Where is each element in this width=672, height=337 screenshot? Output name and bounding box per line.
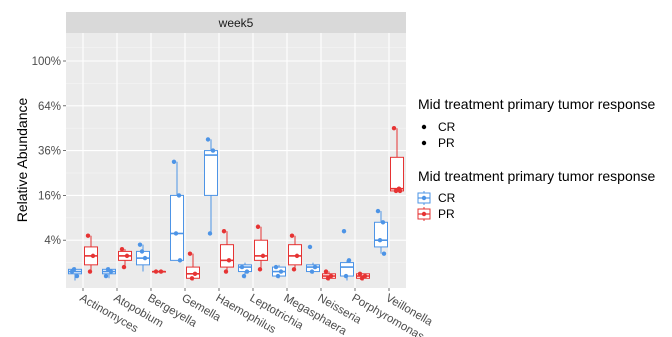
data-point <box>274 265 278 269</box>
legend-shape: Mid treatment primary tumor response CR … <box>418 96 656 150</box>
data-point <box>159 269 163 273</box>
data-point <box>245 269 249 273</box>
data-point <box>394 189 398 193</box>
data-point <box>140 249 144 253</box>
data-point <box>106 267 110 271</box>
data-point <box>190 276 194 280</box>
data-point <box>378 238 382 242</box>
data-point <box>122 265 126 269</box>
legend-shape-dot-cr <box>422 125 426 129</box>
box-body <box>391 157 404 191</box>
data-point <box>342 229 346 233</box>
data-point <box>88 269 92 273</box>
data-point <box>258 267 262 271</box>
data-point <box>358 272 362 276</box>
data-point <box>256 225 260 229</box>
data-point <box>344 274 348 278</box>
y-axis-ticks: 4% 16% 36% 64% 100% <box>32 56 66 247</box>
legend-shape-dot-pr <box>422 141 426 145</box>
data-point <box>326 276 330 280</box>
data-point <box>138 242 142 246</box>
data-point <box>174 231 178 235</box>
y-axis-title: Relative Abundance <box>14 98 30 223</box>
box-body <box>171 195 184 260</box>
legend-shape-label-cr: CR <box>438 120 456 134</box>
data-point <box>75 274 79 278</box>
data-point <box>86 234 90 238</box>
legend-title-shape: Mid treatment primary tumor response <box>418 96 656 112</box>
data-point <box>206 137 210 141</box>
data-point <box>227 258 231 262</box>
data-point <box>178 258 182 262</box>
data-point <box>313 265 317 269</box>
data-point <box>242 274 246 278</box>
data-point <box>360 276 364 280</box>
data-point <box>279 269 283 273</box>
data-point <box>104 274 108 278</box>
data-point <box>154 269 158 273</box>
legend-color: Mid treatment primary tumor response CR … <box>418 168 656 221</box>
legend-shape-label-pr: PR <box>438 136 455 150</box>
data-point <box>125 254 129 258</box>
data-point <box>224 269 228 273</box>
data-point <box>240 265 244 269</box>
data-point <box>72 267 76 271</box>
data-point <box>290 234 294 238</box>
data-point <box>295 254 299 258</box>
data-point <box>222 229 226 233</box>
box-body <box>255 240 268 260</box>
data-point <box>392 126 396 130</box>
data-point <box>211 148 215 152</box>
data-point <box>261 254 265 258</box>
y-tick-label: 100% <box>32 56 61 68</box>
y-tick-label: 36% <box>38 146 61 158</box>
y-tick-label: 4% <box>44 235 61 247</box>
box-body <box>221 245 234 267</box>
data-point <box>347 258 351 262</box>
data-point <box>188 251 192 255</box>
data-point <box>120 247 124 251</box>
box-body <box>375 222 388 247</box>
data-point <box>310 269 314 273</box>
data-point <box>208 231 212 235</box>
data-point <box>177 193 181 197</box>
box-body <box>289 245 302 265</box>
data-point <box>324 269 328 273</box>
y-tick-label: 16% <box>38 190 61 202</box>
data-point <box>193 272 197 276</box>
box-body <box>205 151 218 196</box>
legend-color-label-cr: CR <box>438 191 456 205</box>
data-point <box>382 251 386 255</box>
x-tick-label: Actinomyces <box>78 292 141 335</box>
legend-color-label-pr: PR <box>438 207 455 221</box>
data-point <box>308 245 312 249</box>
facet-label: week5 <box>218 16 254 30</box>
y-tick-label: 64% <box>38 101 61 113</box>
legend-title-color: Mid treatment primary tumor response <box>418 168 656 184</box>
legend-key-pr <box>418 207 430 221</box>
data-point <box>376 209 380 213</box>
data-point <box>91 254 95 258</box>
box-body <box>341 263 354 276</box>
legend-key-cr <box>418 191 430 205</box>
x-axis-ticks: ActinomycesAtopobiumBergeyellaGemellaHae… <box>78 288 435 337</box>
data-point <box>381 220 385 224</box>
data-point <box>172 160 176 164</box>
data-point <box>276 274 280 278</box>
data-point <box>398 189 402 193</box>
data-point <box>143 256 147 260</box>
data-point <box>292 267 296 271</box>
